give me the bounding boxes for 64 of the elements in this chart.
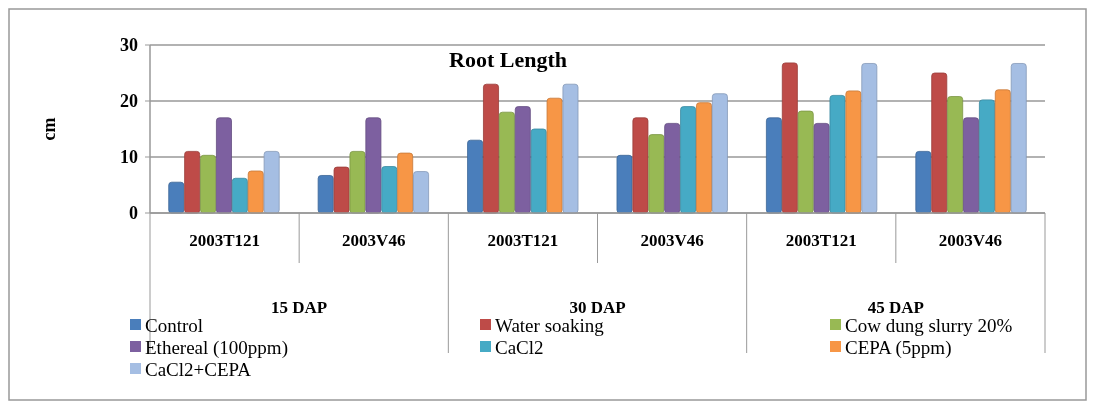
bar <box>200 154 217 214</box>
bar <box>317 175 334 214</box>
bar <box>349 151 366 214</box>
legend-label: CaCl2 <box>495 336 544 358</box>
bar <box>231 177 248 214</box>
x-tick-label: 2003T121 <box>785 231 857 250</box>
legend-label: CaCl2+CEPA <box>145 358 252 380</box>
bar <box>413 171 430 214</box>
bar <box>1010 63 1027 214</box>
y-tick-label: 10 <box>120 147 138 168</box>
text: 15 DAP <box>271 298 328 317</box>
bar <box>915 151 932 214</box>
x-tick-label: 2003T121 <box>487 231 559 250</box>
bar <box>696 102 712 214</box>
bar <box>994 89 1011 214</box>
bar <box>648 134 665 214</box>
x-tick-label: 2003V46 <box>342 231 406 250</box>
x-tick-label: 2003T121 <box>189 231 261 250</box>
bar <box>963 117 979 214</box>
bar <box>947 96 964 214</box>
bar <box>765 117 782 214</box>
bar <box>616 154 633 214</box>
bar <box>797 110 814 214</box>
bar <box>365 117 382 214</box>
bar <box>216 117 232 214</box>
bar <box>168 181 185 214</box>
chart-title: Root Length <box>449 47 567 72</box>
bar <box>467 139 484 214</box>
legend-label: CEPA (5ppm) <box>845 336 952 359</box>
x-tick-label: 2003V46 <box>640 231 704 250</box>
bar <box>263 151 280 214</box>
bar <box>711 93 728 214</box>
bar <box>829 95 846 214</box>
bar <box>530 128 547 214</box>
bar <box>546 97 563 214</box>
bar <box>498 111 515 214</box>
bar <box>483 83 499 214</box>
bar <box>333 166 350 214</box>
y-axis-title: cm <box>39 117 59 141</box>
text: 45 DAP <box>867 298 924 317</box>
legend-label: Water soaking <box>495 314 605 336</box>
bar <box>381 166 398 214</box>
bar <box>861 63 878 214</box>
y-tick-label: 20 <box>120 91 138 112</box>
bar <box>845 90 862 214</box>
bar <box>562 83 579 214</box>
bar <box>931 72 948 214</box>
bar <box>664 123 681 214</box>
legend-label: Ethereal (100ppm) <box>145 336 288 359</box>
y-tick-label: 0 <box>129 203 138 224</box>
bar <box>781 62 798 214</box>
bar <box>978 99 995 214</box>
bar <box>632 117 649 214</box>
bar <box>680 106 697 214</box>
bar <box>813 123 830 214</box>
text: 30 DAP <box>569 298 626 317</box>
x-tick-label: 2003V46 <box>938 231 1003 250</box>
bar <box>184 151 201 214</box>
bar <box>397 152 414 214</box>
legend-label: Control <box>145 314 204 336</box>
bar <box>514 106 531 214</box>
y-tick-label: 30 <box>120 35 138 56</box>
legend-label: Cow dung slurry 20% <box>845 314 1013 336</box>
bar <box>247 170 264 214</box>
